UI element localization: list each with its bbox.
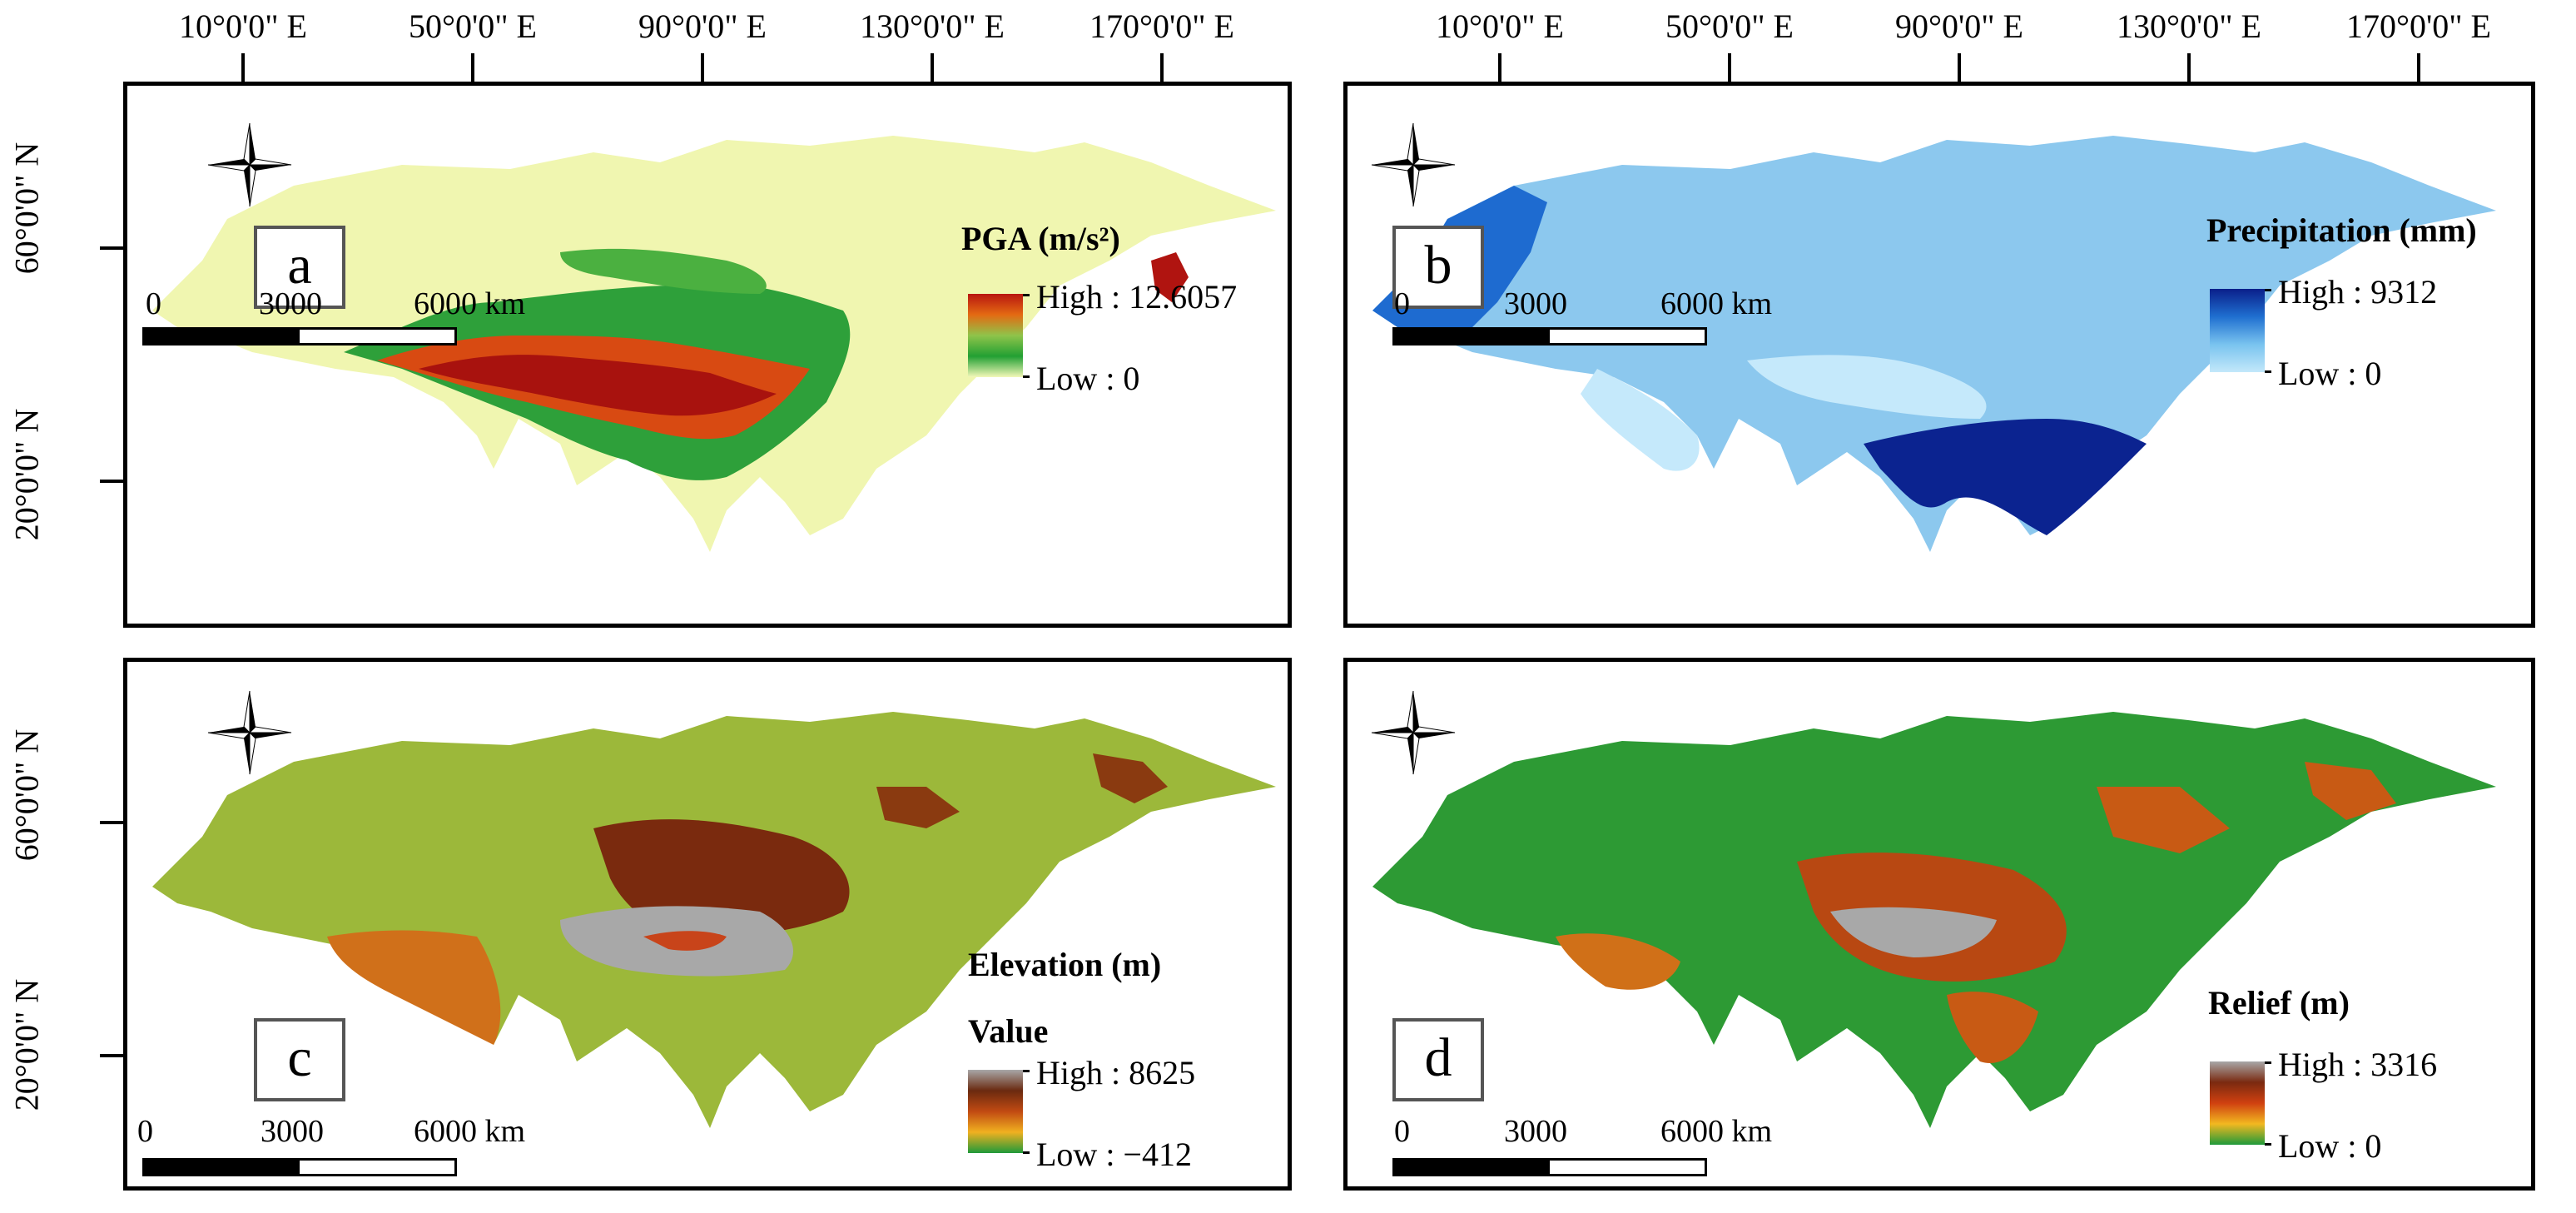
- legend-color-ramp: [2210, 289, 2265, 372]
- north-arrow: [1367, 119, 1459, 211]
- graticule-tick: [2417, 53, 2420, 82]
- precipitation-zones: [1372, 186, 2147, 535]
- graticule-tick: [1958, 53, 1961, 82]
- relief-zones: [1556, 762, 2396, 1063]
- legend-low-label: Low : −412: [1036, 1136, 1192, 1173]
- pga-map: [152, 136, 1276, 552]
- scalebar-label: 0: [146, 286, 161, 321]
- longitude-label: 10°0'0" E: [1436, 7, 1564, 45]
- legend-high-label: High : 12.6057: [1036, 278, 1238, 316]
- legend-tick: [1023, 1151, 1030, 1154]
- legend-title: PGA (m/s²): [961, 220, 1120, 257]
- scalebar-label: 0: [1394, 286, 1410, 321]
- legend-tick: [1023, 294, 1030, 296]
- legend-title: Elevation (m): [968, 946, 1162, 983]
- longitude-label: 50°0'0" E: [409, 7, 537, 45]
- scalebar: [142, 1158, 457, 1176]
- graticule-tick: [1160, 53, 1164, 82]
- legend-low-label: Low : 0: [1036, 360, 1140, 397]
- legend-high-label: High : 9312: [2278, 273, 2438, 311]
- longitude-label: 170°0'0" E: [2346, 7, 2491, 45]
- scalebar: [1392, 327, 1707, 346]
- scalebar-label: 6000 km: [414, 286, 526, 321]
- graticule-tick: [100, 246, 127, 250]
- legend-tick: [2265, 1061, 2271, 1064]
- graticule-tick: [1498, 53, 1501, 82]
- map-panel-d: d Relief (m) High : 3316 Low : 0 0 3000 …: [1343, 658, 2535, 1191]
- longitude-label: 90°0'0" E: [638, 7, 767, 45]
- scalebar: [1392, 1158, 1707, 1176]
- north-arrow: [1367, 687, 1459, 778]
- panel-letter: b: [1392, 226, 1484, 309]
- north-arrow: [204, 119, 295, 211]
- graticule-tick: [2187, 53, 2191, 82]
- precipitation-map: [1372, 136, 2496, 552]
- elevation-zones: [327, 753, 1168, 1045]
- longitude-label: 10°0'0" E: [179, 7, 307, 45]
- scalebar-label: 6000 km: [1660, 1114, 1773, 1149]
- scalebar-label: 3000: [1504, 286, 1567, 321]
- graticule-tick: [701, 53, 704, 82]
- latitude-label: 60°0'0" N: [7, 142, 46, 275]
- graticule-tick: [100, 480, 127, 483]
- legend-high-label: High : 8625: [1036, 1054, 1196, 1091]
- legend-title: Relief (m): [2208, 984, 2350, 1022]
- graticule-tick: [1728, 53, 1731, 82]
- latitude-label: 20°0'0" N: [7, 978, 46, 1111]
- scalebar: [142, 327, 457, 346]
- longitude-label: 90°0'0" E: [1895, 7, 2023, 45]
- scalebar-label: 6000 km: [1660, 286, 1773, 321]
- graticule-tick: [931, 53, 934, 82]
- legend-color-ramp: [2210, 1061, 2265, 1145]
- panel-letter: d: [1392, 1018, 1484, 1101]
- legend-high-label: High : 3316: [2278, 1046, 2438, 1083]
- graticule-tick: [100, 821, 127, 824]
- legend-low-label: Low : 0: [2278, 1127, 2382, 1165]
- graticule-tick: [100, 1054, 127, 1057]
- longitude-label: 130°0'0" E: [2117, 7, 2261, 45]
- elevation-map: [152, 712, 1276, 1128]
- legend-tick: [2265, 370, 2271, 373]
- landmass: [1372, 136, 2496, 552]
- legend-tick: [2265, 289, 2271, 291]
- legend-color-ramp: [968, 1070, 1023, 1153]
- scalebar-label: 3000: [261, 1114, 324, 1149]
- latitude-label: 60°0'0" N: [7, 728, 46, 862]
- legend-title: Precipitation (mm): [2206, 211, 2477, 249]
- scalebar-label: 3000: [1504, 1114, 1567, 1149]
- panel-letter: c: [254, 1018, 345, 1101]
- legend-tick: [2265, 1143, 2271, 1146]
- scalebar-label: 6000 km: [414, 1114, 526, 1149]
- graticule-tick: [471, 53, 474, 82]
- hazard-belt: [344, 248, 1189, 480]
- legend-tick: [1023, 375, 1030, 378]
- legend-color-ramp: [968, 294, 1023, 377]
- scalebar-label: 0: [1394, 1114, 1410, 1149]
- map-panel-a: a PGA (m/s²) High : 12.6057 Low : 0 0 30…: [123, 82, 1292, 628]
- legend-low-label: Low : 0: [2278, 355, 2382, 392]
- longitude-label: 50°0'0" E: [1665, 7, 1794, 45]
- map-panel-c: c Elevation (m) Value High : 8625 Low : …: [123, 658, 1292, 1191]
- graticule-tick: [241, 53, 245, 82]
- scalebar-label: 0: [137, 1114, 153, 1149]
- longitude-label: 130°0'0" E: [860, 7, 1005, 45]
- map-panel-b: b Precipitation (mm) High : 9312 Low : 0…: [1343, 82, 2535, 628]
- longitude-label: 170°0'0" E: [1089, 7, 1234, 45]
- latitude-label: 20°0'0" N: [7, 408, 46, 541]
- north-arrow: [204, 687, 295, 778]
- relief-map: [1372, 712, 2496, 1128]
- legend-subtitle: Value: [968, 1012, 1049, 1050]
- scalebar-label: 3000: [259, 286, 322, 321]
- legend-tick: [1023, 1070, 1030, 1072]
- panel-letter: a: [254, 226, 345, 309]
